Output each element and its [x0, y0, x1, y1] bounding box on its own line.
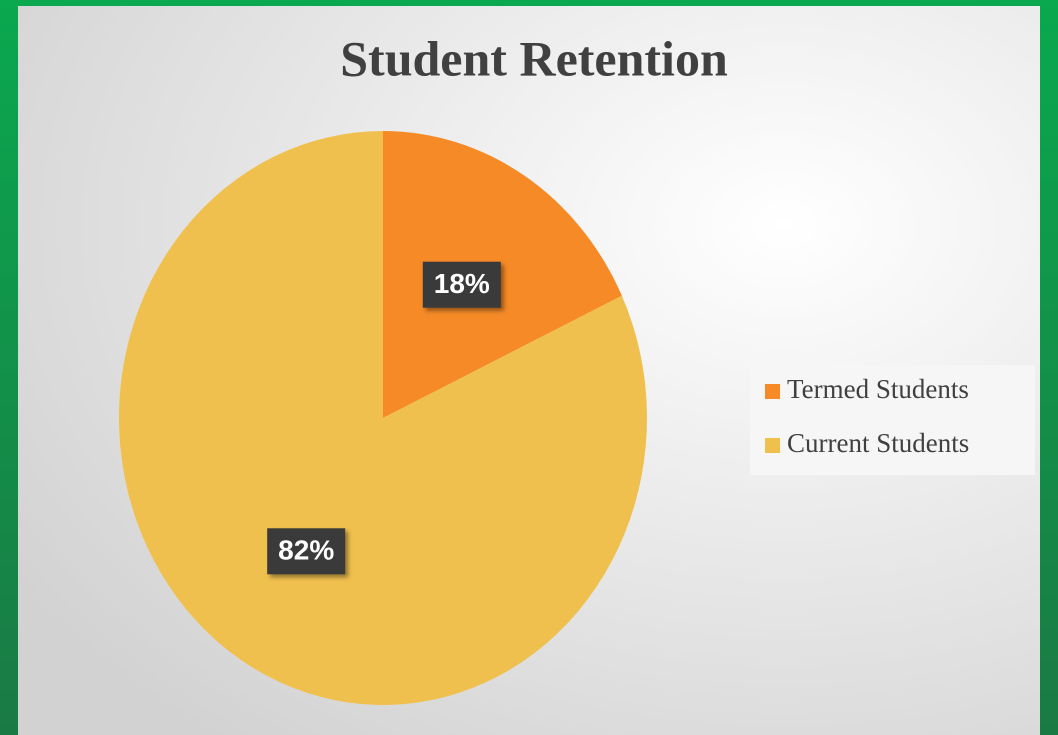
data-label: 18%: [434, 268, 490, 299]
legend-label: Current Students: [787, 428, 969, 458]
legend: [750, 365, 1035, 475]
legend-label: Termed Students: [787, 374, 969, 404]
pie-slice: [118, 131, 647, 705]
chart-title: Student Retention: [340, 30, 728, 86]
data-label: 82%: [278, 535, 334, 566]
legend-swatch: [765, 384, 780, 399]
legend-swatch: [765, 438, 780, 453]
pie-slice: [383, 131, 622, 418]
data-label-box: [422, 261, 501, 308]
data-label-box: [267, 528, 346, 575]
